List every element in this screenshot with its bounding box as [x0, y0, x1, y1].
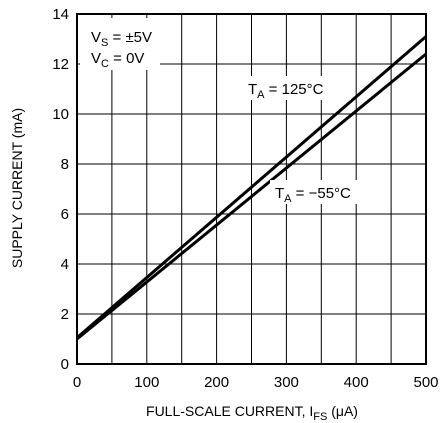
x-tick-label: 200 [204, 374, 229, 391]
series-line-0 [76, 35, 427, 339]
plot-frame [76, 13, 427, 365]
x-tick-label: 100 [134, 374, 159, 391]
x-tick-label: 0 [73, 374, 81, 391]
x-tick-labels: 0 100 200 300 400 500 [73, 374, 439, 391]
x-tick-label: 500 [413, 374, 438, 391]
y-tick-label: 4 [61, 256, 69, 273]
annotation-background [80, 18, 160, 70]
x-axis-title: FULL-SCALE CURRENT, IFS (μA) [146, 403, 358, 423]
series-label-m55: TA = −55°C [275, 185, 351, 205]
y-tick-label: 6 [61, 206, 69, 223]
y-tick-label: 0 [61, 356, 69, 373]
series-label-m55-background [270, 180, 360, 204]
y-tick-label: 14 [52, 6, 69, 23]
series-label-125: TA = 125°C [248, 81, 324, 101]
series-label-125-background [243, 76, 351, 100]
x-tick-label: 300 [274, 374, 299, 391]
series-lines [76, 35, 427, 341]
series-line-1 [76, 52, 427, 341]
annotation-vc: VC = 0V [91, 50, 144, 70]
y-tick-labels: 0 2 4 6 8 10 12 14 [52, 6, 69, 373]
y-axis-title: SUPPLY CURRENT (mA) [9, 108, 25, 268]
x-tick-label: 400 [344, 374, 369, 391]
y-tick-label: 8 [61, 156, 69, 173]
annotation-vs: VS = ±5V [91, 29, 152, 49]
y-tick-label: 12 [52, 56, 69, 73]
y-tick-label: 2 [61, 306, 69, 323]
y-tick-label: 10 [52, 106, 69, 123]
